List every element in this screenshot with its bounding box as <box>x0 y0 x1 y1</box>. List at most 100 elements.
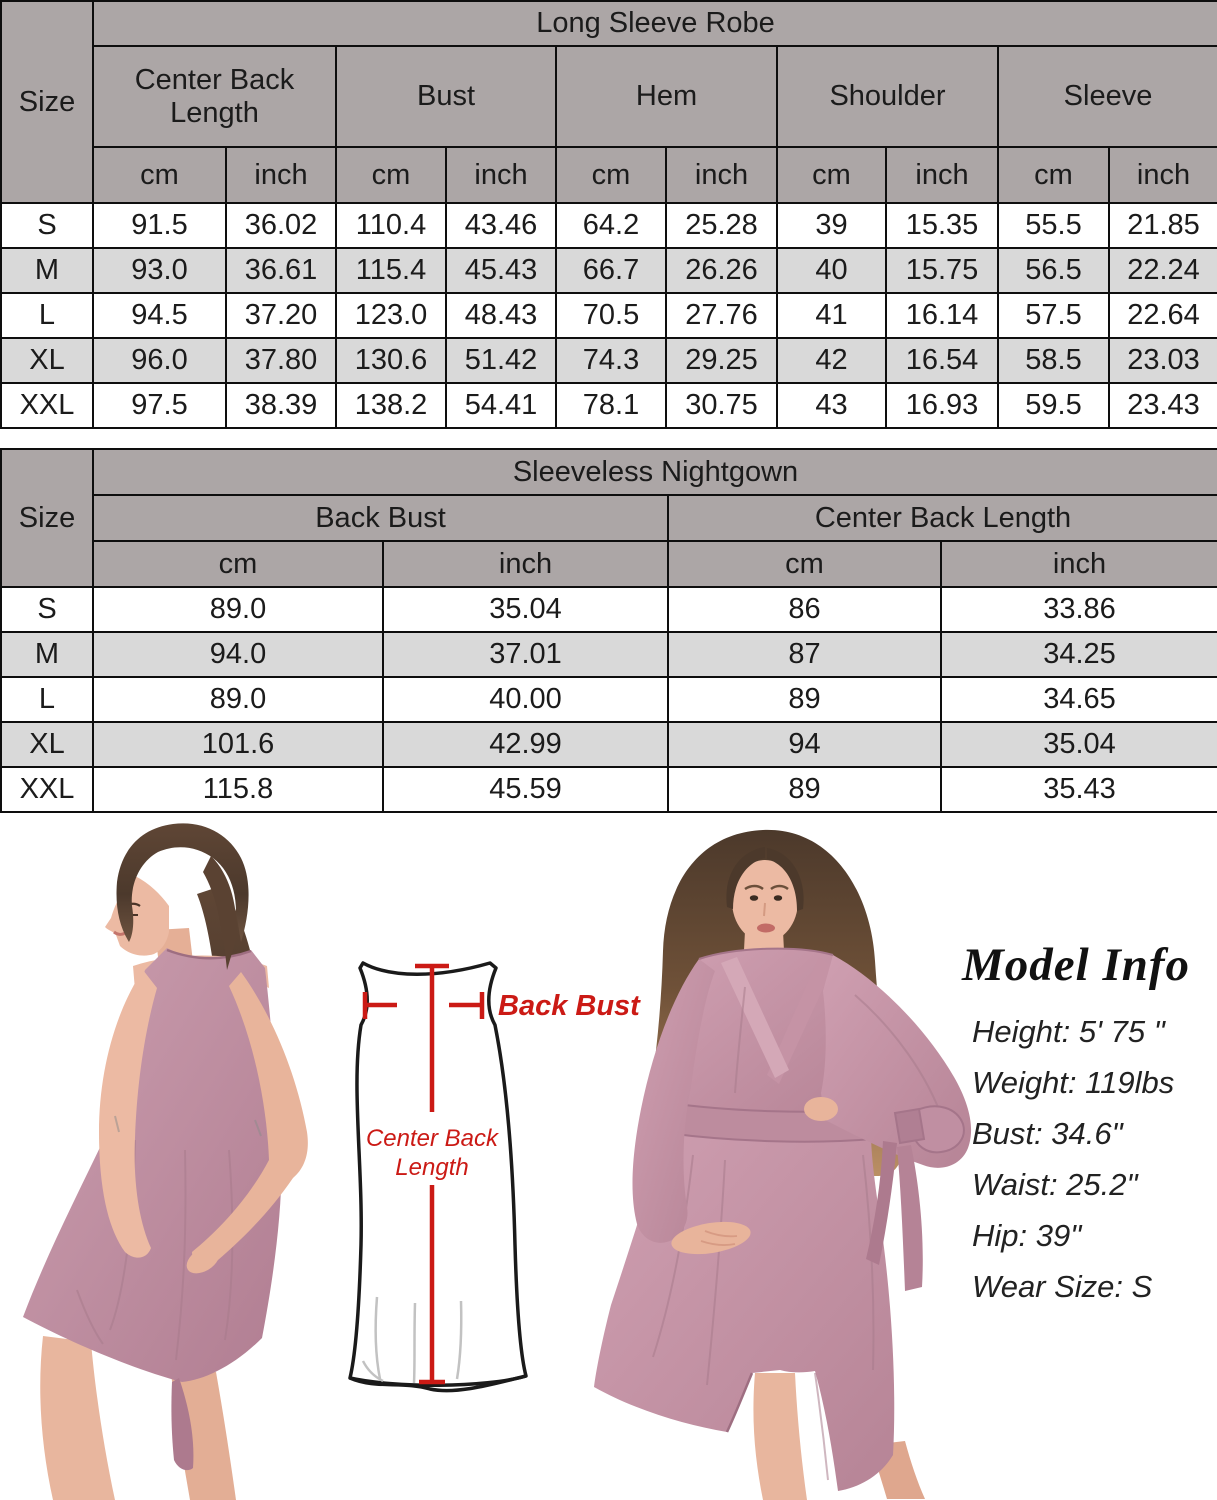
size-header-cell: Size <box>0 0 94 204</box>
value-cell: 42 <box>776 337 887 384</box>
belt-tail <box>866 1141 897 1265</box>
value-cell: 138.2 <box>335 382 447 429</box>
face-features <box>744 884 789 933</box>
dress-neckline-shadow <box>166 948 252 960</box>
table-row: Center Back Length Bust Hem Shoulder Sle… <box>1 45 1217 148</box>
value-cell: 36.02 <box>225 202 337 249</box>
model-hand <box>186 1246 220 1274</box>
size-cell: S <box>0 202 94 249</box>
value-cell: 22.64 <box>1107 292 1217 339</box>
hair-front <box>726 847 765 909</box>
value-cell: 110.4 <box>335 202 447 249</box>
value-cell: 40.00 <box>382 676 669 723</box>
value-cell: 74.3 <box>555 337 667 384</box>
value-cell: 94.0 <box>92 631 384 678</box>
model-info-line: Wear Size: S <box>972 1269 1153 1304</box>
value-cell: 36.61 <box>225 247 337 294</box>
model-info-list: Height: 5' 75 " Weight: 119lbs Bust: 34.… <box>962 1006 1202 1312</box>
value-cell: 115.8 <box>92 766 384 813</box>
size-cell: S <box>0 586 94 633</box>
unit-header-cell: inch <box>939 540 1217 588</box>
gown-drape-lines <box>361 1296 463 1384</box>
model-face <box>732 860 798 942</box>
unit-header-cell: cm <box>997 146 1110 204</box>
group-header-cell: Back Bust <box>92 494 669 542</box>
model-photo-nightgown-back <box>23 823 308 1500</box>
value-cell: 89 <box>667 676 942 723</box>
group-header-cell: Sleeve <box>996 45 1217 148</box>
value-cell: 97.5 <box>92 382 227 429</box>
value-cell: 40 <box>776 247 887 294</box>
value-cell: 66.7 <box>555 247 667 294</box>
model-leg <box>753 1373 807 1500</box>
size-cell: M <box>0 631 94 678</box>
unit-header-cell: cm <box>555 146 667 204</box>
back-bust-label: Back Bust <box>498 990 641 1022</box>
hair-front <box>767 848 804 911</box>
unit-header-cell: cm <box>92 540 384 588</box>
center-back-length-label: Length <box>395 1154 468 1181</box>
model-photo-robe-front <box>594 829 972 1500</box>
unit-header-cell: inch <box>665 146 778 204</box>
center-back-length-label: Center Back <box>366 1125 500 1152</box>
size-header-cell: Size <box>0 448 94 588</box>
value-cell: 42.99 <box>382 721 669 768</box>
model-arm <box>99 970 157 1258</box>
group-header-cell: Center Back Length <box>666 494 1217 542</box>
hair-strand <box>203 856 237 970</box>
value-cell: 15.75 <box>885 247 999 294</box>
unit-header-cell: cm <box>667 540 942 588</box>
value-cell: 51.42 <box>445 337 557 384</box>
unit-header-cell: inch <box>445 146 557 204</box>
size-cell: L <box>0 676 94 723</box>
value-cell: 89.0 <box>92 676 384 723</box>
table-row: L 94.5 37.20 123.0 48.43 70.5 27.76 41 1… <box>0 292 1217 339</box>
value-cell: 43 <box>776 382 887 429</box>
model-leg <box>40 1336 116 1500</box>
table-row: S 91.5 36.02 110.4 43.46 64.2 25.28 39 1… <box>0 202 1217 249</box>
model-info-title: Model Info <box>962 939 1191 991</box>
table-row: Size Long Sleeve Robe <box>0 0 1217 204</box>
value-cell: 101.6 <box>92 721 384 768</box>
value-cell: 123.0 <box>335 292 447 339</box>
model-info-line: Bust: 34.6" <box>972 1116 1123 1151</box>
unit-header-cell: cm <box>776 146 887 204</box>
value-cell: 94 <box>667 721 942 768</box>
model-info-line: Weight: 119lbs <box>972 1065 1175 1100</box>
value-cell: 34.65 <box>939 676 1217 723</box>
belt-tail <box>897 1145 923 1291</box>
hair-top <box>116 823 249 942</box>
table-row: Back Bust Center Back Length <box>1 494 1217 542</box>
table-row: M 93.0 36.61 115.4 45.43 66.7 26.26 40 1… <box>0 247 1217 294</box>
unit-header-cell: cm <box>92 146 227 204</box>
value-cell: 89.0 <box>92 586 384 633</box>
size-cell: XL <box>0 721 94 768</box>
value-cell: 16.54 <box>885 337 999 384</box>
value-cell: 57.5 <box>997 292 1110 339</box>
value-cell: 21.85 <box>1107 202 1217 249</box>
tattoo-marks <box>114 1115 262 1137</box>
value-cell: 94.5 <box>92 292 227 339</box>
value-cell: 59.5 <box>997 382 1110 429</box>
value-cell: 45.59 <box>382 766 669 813</box>
value-cell: 96.0 <box>92 337 227 384</box>
table-row: L 89.0 40.00 89 34.65 <box>0 676 1217 723</box>
table-row: cm inch cm inch cm inch cm inch cm inch <box>1 146 1217 204</box>
table-title-cell: Long Sleeve Robe <box>91 0 1217 47</box>
value-cell: 54.41 <box>445 382 557 429</box>
value-cell: 48.43 <box>445 292 557 339</box>
model-info-line: Waist: 25.2" <box>972 1167 1138 1202</box>
value-cell: 89 <box>667 766 942 813</box>
table-row: XXL 115.8 45.59 89 35.43 <box>0 766 1217 813</box>
table-title-cell: Sleeveless Nightgown <box>91 448 1217 496</box>
robe-size-table: Size Long Sleeve Robe Center Back Length… <box>0 0 1217 429</box>
belt-bow-loop <box>911 1105 965 1154</box>
value-cell: 23.43 <box>1107 382 1217 429</box>
value-cell: 25.28 <box>665 202 778 249</box>
table-row: M 94.0 37.01 87 34.25 <box>0 631 1217 678</box>
size-cell: XXL <box>0 766 94 813</box>
group-header-cell: Center Back Length <box>92 45 337 148</box>
model-hand <box>804 1097 838 1121</box>
robe-lapel <box>767 957 833 1084</box>
